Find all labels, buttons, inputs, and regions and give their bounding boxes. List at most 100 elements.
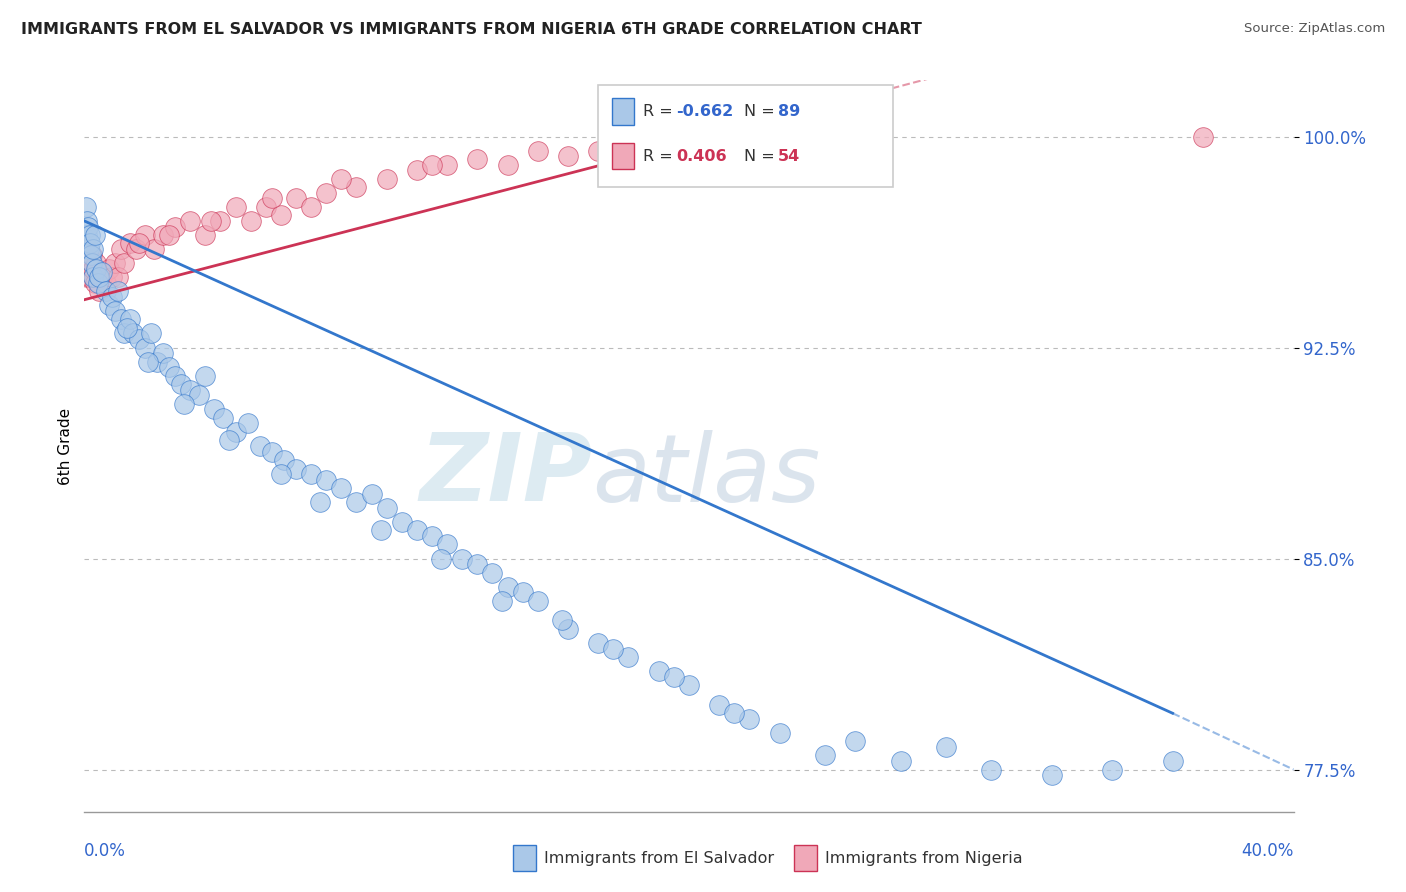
Point bbox=[107, 270, 129, 285]
Point bbox=[935, 739, 957, 754]
Point bbox=[87, 276, 110, 290]
Point bbox=[527, 593, 550, 607]
Point bbox=[110, 312, 132, 326]
Point bbox=[236, 417, 259, 431]
Point bbox=[157, 360, 180, 375]
Point bbox=[225, 200, 247, 214]
Point bbox=[557, 622, 579, 636]
Point bbox=[430, 551, 453, 566]
Point bbox=[260, 191, 283, 205]
Point bbox=[678, 678, 700, 692]
Point bbox=[104, 304, 127, 318]
Point bbox=[391, 515, 413, 529]
Point bbox=[165, 368, 187, 383]
Point bbox=[420, 158, 443, 172]
Point bbox=[648, 135, 671, 149]
Point bbox=[496, 158, 519, 172]
Point bbox=[270, 467, 292, 482]
Point bbox=[82, 242, 104, 256]
Point bbox=[77, 242, 100, 256]
Point bbox=[121, 326, 143, 341]
Point bbox=[225, 425, 247, 439]
Point bbox=[299, 200, 322, 214]
Point bbox=[107, 285, 129, 299]
Point bbox=[112, 326, 135, 341]
Point bbox=[496, 580, 519, 594]
Text: 40.0%: 40.0% bbox=[1241, 842, 1294, 860]
Point bbox=[648, 664, 671, 678]
Point bbox=[94, 276, 117, 290]
Point bbox=[76, 227, 98, 242]
Point bbox=[142, 242, 165, 256]
Point bbox=[91, 270, 114, 285]
Point bbox=[100, 290, 122, 304]
Point bbox=[467, 152, 489, 166]
Point bbox=[309, 495, 332, 509]
Point bbox=[128, 236, 150, 251]
Point bbox=[77, 248, 100, 262]
Point bbox=[212, 410, 235, 425]
Point bbox=[1040, 768, 1063, 782]
Point bbox=[77, 219, 100, 234]
Point bbox=[209, 214, 232, 228]
Text: IMMIGRANTS FROM EL SALVADOR VS IMMIGRANTS FROM NIGERIA 6TH GRADE CORRELATION CHA: IMMIGRANTS FROM EL SALVADOR VS IMMIGRANT… bbox=[21, 22, 922, 37]
Point bbox=[173, 397, 195, 411]
Point bbox=[467, 557, 489, 571]
Point bbox=[134, 341, 156, 355]
Text: ZIP: ZIP bbox=[419, 429, 592, 521]
Point bbox=[890, 754, 912, 768]
Point bbox=[136, 354, 159, 368]
Point bbox=[557, 149, 579, 163]
Point bbox=[527, 144, 550, 158]
Text: 89: 89 bbox=[778, 104, 800, 119]
Point bbox=[491, 593, 513, 607]
Point bbox=[346, 180, 368, 194]
Point bbox=[617, 650, 640, 665]
Point bbox=[254, 200, 277, 214]
Point bbox=[112, 256, 135, 270]
Point bbox=[200, 214, 222, 228]
Point bbox=[75, 200, 97, 214]
Point bbox=[315, 186, 337, 200]
Point bbox=[844, 734, 866, 748]
Point bbox=[100, 270, 122, 285]
Point bbox=[1101, 763, 1123, 777]
Text: 0.406: 0.406 bbox=[676, 149, 727, 163]
Text: atlas: atlas bbox=[592, 430, 821, 521]
Point bbox=[330, 171, 353, 186]
Point bbox=[980, 763, 1002, 777]
Point bbox=[436, 537, 458, 551]
Point bbox=[360, 487, 382, 501]
Point bbox=[170, 377, 193, 392]
Text: Source: ZipAtlas.com: Source: ZipAtlas.com bbox=[1244, 22, 1385, 36]
Point bbox=[79, 256, 101, 270]
Point bbox=[86, 261, 108, 276]
Point bbox=[194, 227, 217, 242]
Point bbox=[481, 566, 503, 580]
Point bbox=[76, 270, 98, 285]
Text: -0.662: -0.662 bbox=[676, 104, 734, 119]
Point bbox=[76, 256, 98, 270]
Point bbox=[218, 434, 240, 448]
Point bbox=[370, 524, 392, 538]
Point bbox=[118, 312, 141, 326]
Point bbox=[179, 214, 201, 228]
Point bbox=[588, 636, 610, 650]
Point bbox=[738, 712, 761, 726]
Point bbox=[97, 298, 120, 312]
Point bbox=[139, 326, 162, 341]
Point bbox=[188, 388, 211, 402]
Point bbox=[194, 368, 217, 383]
Point bbox=[299, 467, 322, 482]
Y-axis label: 6th Grade: 6th Grade bbox=[58, 408, 73, 484]
Point bbox=[91, 264, 114, 278]
Point bbox=[125, 242, 148, 256]
Point bbox=[75, 242, 97, 256]
Point bbox=[157, 227, 180, 242]
Text: N =: N = bbox=[744, 149, 780, 163]
Point bbox=[202, 402, 225, 417]
Point bbox=[97, 261, 120, 276]
Point bbox=[260, 444, 283, 458]
Text: 54: 54 bbox=[778, 149, 800, 163]
Point bbox=[814, 748, 837, 763]
